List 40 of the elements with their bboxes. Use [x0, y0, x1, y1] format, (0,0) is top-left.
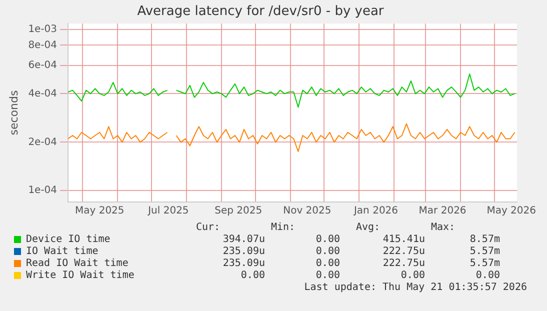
- text: 0.00: [400, 270, 425, 281]
- y-tick-label: 8e-04: [28, 40, 58, 51]
- text: Avg:: [354, 222, 382, 233]
- chart-title: Average latency for /dev/sr0 - by year: [137, 4, 384, 20]
- y-tick-label: 2e-04: [28, 136, 58, 148]
- text: 0.00: [240, 270, 265, 281]
- x-tick-label: May 2025: [74, 206, 124, 217]
- x-tick-label: Sep 2025: [214, 206, 262, 217]
- legend-label: IO Wait time: [26, 246, 98, 257]
- legend-label: Write IO Wait time: [26, 270, 134, 281]
- x-tick-label: Jul 2025: [147, 206, 189, 217]
- text: 415.41u: [382, 234, 425, 245]
- y-tick-label: 1e-03: [28, 24, 58, 36]
- x-tick-label: Mar 2026: [418, 206, 466, 217]
- text: Cur:: [194, 222, 222, 233]
- text: 0.00: [476, 270, 500, 281]
- text: 222.75u: [382, 246, 425, 257]
- y-tick-label: 4e-04: [28, 88, 58, 100]
- text: 5.57m: [470, 258, 500, 269]
- text: 394.07u: [222, 234, 265, 245]
- y-tick-label: 6e-04: [28, 60, 58, 71]
- text: 8.57m: [470, 234, 500, 245]
- text: Min:: [270, 222, 296, 233]
- text: Last update: Thu May 21 01:35:57 2026: [304, 282, 527, 294]
- x-tick-label: Nov 2025: [283, 206, 332, 217]
- text: 222.75u: [382, 258, 425, 269]
- text: 0.00: [316, 270, 340, 281]
- y-tick-label: 1e-04: [28, 185, 58, 196]
- legend-label: Device IO time: [26, 234, 110, 245]
- text: 5.57m: [470, 246, 500, 257]
- text: 0.00: [316, 234, 340, 245]
- text: 235.09u: [222, 246, 265, 257]
- legend-label: Read IO Wait time: [26, 258, 128, 269]
- text: 0.00: [316, 258, 340, 269]
- text: 0.00: [316, 246, 340, 257]
- x-tick-label: May 2026: [486, 206, 536, 217]
- y-axis-title: seconds: [7, 90, 20, 136]
- text: 235.09u: [222, 258, 265, 269]
- text: Max:: [430, 222, 456, 233]
- x-tick-label: Jan 2026: [352, 206, 398, 217]
